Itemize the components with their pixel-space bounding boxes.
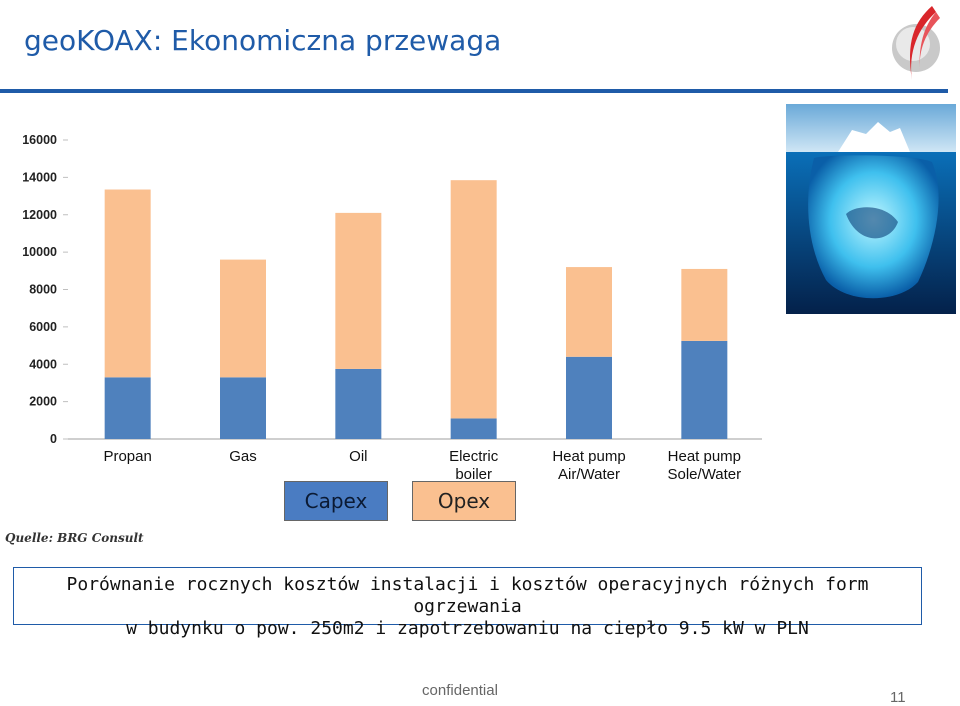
bar-opex-6: [681, 268, 728, 341]
cost-chart: 0 2000 4000 6000 8000 10000 12000 14000 16000: [22, 133, 762, 446]
category-label-line: Heat pump: [552, 448, 626, 465]
bar-capex-2: [220, 377, 266, 439]
y-tick-label: 16000: [22, 133, 57, 147]
description-line-2: w budynku o pow. 250m2 i zapotrzebowaniu…: [126, 618, 809, 639]
bar-opex-1: [104, 189, 151, 378]
y-axis-ticks: 0 2000 4000 6000 8000 10000 12000 14000 16000: [22, 133, 68, 446]
category-label-line: Electric: [449, 448, 499, 465]
y-tick-label: 4000: [29, 357, 57, 371]
y-tick-label: 2000: [29, 395, 57, 409]
y-tick-label: 14000: [22, 170, 57, 184]
source-credit: Quelle: BRG Consult: [5, 531, 144, 545]
bar-capex-5: [566, 356, 612, 439]
bar-group: [104, 180, 728, 439]
category-label-line: boiler: [455, 466, 492, 483]
description-box: Porównanie rocznych kosztów instalacji i…: [13, 567, 922, 639]
bar-capex-1: [104, 377, 151, 439]
category-label: Electric boiler: [426, 448, 522, 484]
category-label-line: Heat pump: [667, 448, 742, 465]
category-label-line: Propan: [103, 448, 152, 465]
category-label: Propan: [80, 448, 176, 466]
footer-confidential: confidential: [422, 682, 498, 699]
bar-opex-3: [335, 212, 382, 369]
category-label: Gas: [195, 448, 291, 466]
y-tick-label: 10000: [22, 245, 57, 259]
y-tick-label: 6000: [29, 320, 57, 334]
bar-capex-4: [450, 418, 497, 439]
bar-capex-6: [681, 340, 728, 439]
legend-capex: Capex: [284, 481, 388, 521]
iceberg-image: [786, 104, 956, 314]
category-label: Heat pump Sole/Water: [656, 448, 752, 484]
company-logo: [892, 6, 940, 80]
category-label: Oil: [310, 448, 406, 466]
bar-capex-3: [335, 368, 382, 439]
y-tick-label: 8000: [29, 283, 57, 297]
bar-opex-4: [450, 180, 497, 419]
category-label-line: Oil: [349, 448, 368, 465]
slide-title: geoKOAX: Ekonomiczna przewaga: [24, 24, 502, 57]
bar-opex-2: [220, 259, 266, 378]
category-label-line: Sole/Water: [667, 466, 742, 483]
y-tick-label: 12000: [22, 208, 57, 222]
description-line-1: Porównanie rocznych kosztów instalacji i…: [66, 574, 869, 617]
category-label: Heat pump Air/Water: [541, 448, 637, 484]
page-number: 11: [890, 689, 906, 706]
title-divider: [0, 89, 948, 93]
bar-opex-5: [566, 267, 612, 357]
category-label-line: Air/Water: [558, 466, 620, 483]
y-tick-label: 0: [50, 432, 57, 446]
legend-opex: Opex: [412, 481, 516, 521]
category-label-line: Gas: [229, 448, 257, 465]
